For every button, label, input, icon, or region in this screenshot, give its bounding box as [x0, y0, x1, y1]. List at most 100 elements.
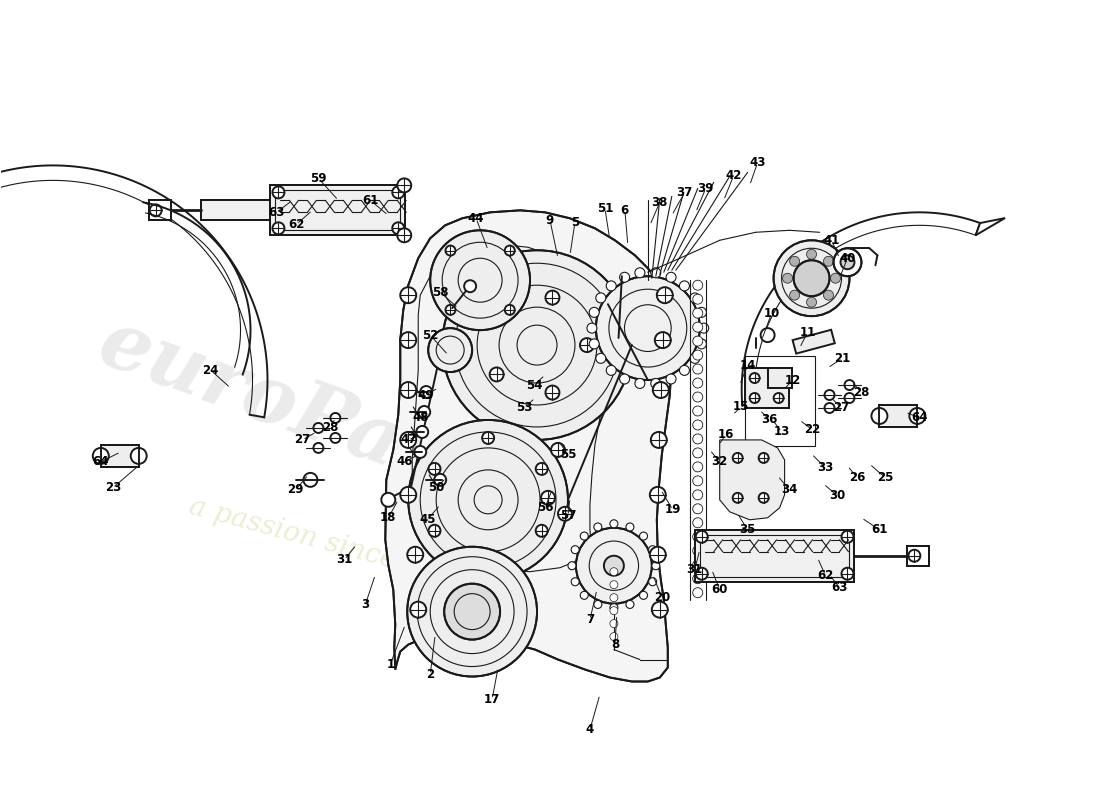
Circle shape — [790, 290, 800, 300]
Circle shape — [693, 294, 703, 304]
Circle shape — [639, 591, 648, 599]
Circle shape — [609, 594, 618, 602]
Circle shape — [773, 393, 783, 403]
Circle shape — [909, 550, 921, 562]
Circle shape — [651, 432, 667, 448]
Circle shape — [314, 443, 323, 453]
Circle shape — [580, 591, 588, 599]
Circle shape — [690, 293, 700, 303]
Circle shape — [626, 523, 634, 531]
Circle shape — [652, 602, 668, 618]
Circle shape — [546, 290, 560, 305]
Circle shape — [693, 490, 703, 500]
Circle shape — [698, 323, 708, 333]
Circle shape — [693, 448, 703, 458]
Text: 58: 58 — [432, 286, 449, 298]
Circle shape — [693, 308, 703, 318]
Circle shape — [760, 328, 774, 342]
Text: 17: 17 — [484, 693, 500, 706]
Text: 13: 13 — [773, 426, 790, 438]
Circle shape — [824, 256, 834, 266]
Circle shape — [695, 568, 707, 580]
Bar — [745, 356, 814, 446]
Text: 59: 59 — [310, 172, 327, 185]
Text: 57: 57 — [560, 510, 576, 522]
Circle shape — [693, 336, 703, 346]
Bar — [101, 445, 139, 467]
Circle shape — [604, 556, 624, 576]
Circle shape — [150, 204, 162, 216]
Circle shape — [840, 255, 855, 270]
Text: 28: 28 — [322, 422, 339, 434]
Bar — [768, 368, 792, 388]
Circle shape — [397, 228, 411, 242]
Text: 7: 7 — [586, 613, 594, 626]
Circle shape — [693, 462, 703, 472]
Circle shape — [649, 578, 657, 586]
Circle shape — [482, 556, 494, 568]
Text: 63: 63 — [832, 581, 848, 594]
Circle shape — [651, 378, 661, 389]
Bar — [271, 186, 405, 235]
Circle shape — [693, 434, 703, 444]
Circle shape — [830, 274, 840, 283]
Text: 3: 3 — [361, 598, 370, 611]
Circle shape — [639, 532, 648, 540]
Circle shape — [580, 532, 588, 540]
Polygon shape — [385, 210, 672, 682]
Circle shape — [733, 493, 742, 503]
Circle shape — [842, 530, 854, 542]
Circle shape — [400, 487, 416, 503]
Circle shape — [541, 491, 556, 505]
Circle shape — [750, 373, 760, 383]
Circle shape — [693, 322, 703, 332]
Circle shape — [609, 620, 618, 628]
Text: 27: 27 — [295, 434, 310, 446]
Circle shape — [871, 408, 888, 424]
Text: 29: 29 — [287, 483, 304, 496]
Circle shape — [407, 546, 424, 562]
Circle shape — [693, 560, 703, 570]
Circle shape — [654, 332, 671, 348]
Text: 15: 15 — [733, 401, 749, 414]
Circle shape — [782, 274, 793, 283]
Circle shape — [609, 604, 618, 612]
Circle shape — [273, 186, 285, 198]
Circle shape — [680, 281, 690, 291]
Text: 12: 12 — [784, 374, 801, 386]
Circle shape — [382, 493, 395, 507]
Circle shape — [490, 367, 504, 382]
Circle shape — [693, 588, 703, 598]
Circle shape — [596, 293, 606, 303]
Text: 50: 50 — [428, 482, 444, 494]
Text: 51: 51 — [596, 202, 613, 215]
Text: 2: 2 — [426, 668, 434, 681]
Text: 41: 41 — [823, 234, 839, 246]
Circle shape — [400, 332, 416, 348]
Circle shape — [536, 463, 548, 475]
Text: 46: 46 — [396, 455, 412, 468]
Circle shape — [536, 525, 548, 537]
Circle shape — [834, 248, 861, 276]
Bar — [695, 530, 855, 582]
Circle shape — [430, 230, 530, 330]
Text: 10: 10 — [763, 306, 780, 320]
Circle shape — [806, 297, 816, 307]
Circle shape — [651, 268, 661, 278]
Circle shape — [773, 240, 849, 316]
Circle shape — [596, 354, 606, 363]
Text: 8: 8 — [610, 638, 619, 651]
Circle shape — [429, 525, 440, 537]
Circle shape — [416, 426, 428, 438]
Circle shape — [596, 276, 700, 380]
Circle shape — [571, 546, 579, 554]
Circle shape — [650, 487, 666, 503]
Circle shape — [393, 222, 405, 234]
Circle shape — [693, 476, 703, 486]
Circle shape — [825, 390, 835, 400]
Circle shape — [428, 328, 472, 372]
Text: 60: 60 — [712, 583, 728, 596]
Circle shape — [910, 408, 925, 424]
Bar — [200, 200, 271, 220]
Bar — [700, 534, 849, 577]
